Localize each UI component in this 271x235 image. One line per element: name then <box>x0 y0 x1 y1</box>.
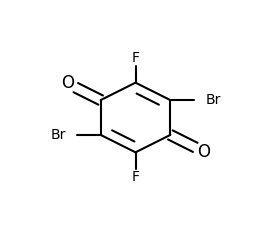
Text: Br: Br <box>205 93 221 107</box>
Text: O: O <box>197 143 210 161</box>
Text: F: F <box>131 51 140 65</box>
Text: O: O <box>61 74 74 92</box>
Text: Br: Br <box>50 128 66 142</box>
Text: F: F <box>131 170 140 184</box>
